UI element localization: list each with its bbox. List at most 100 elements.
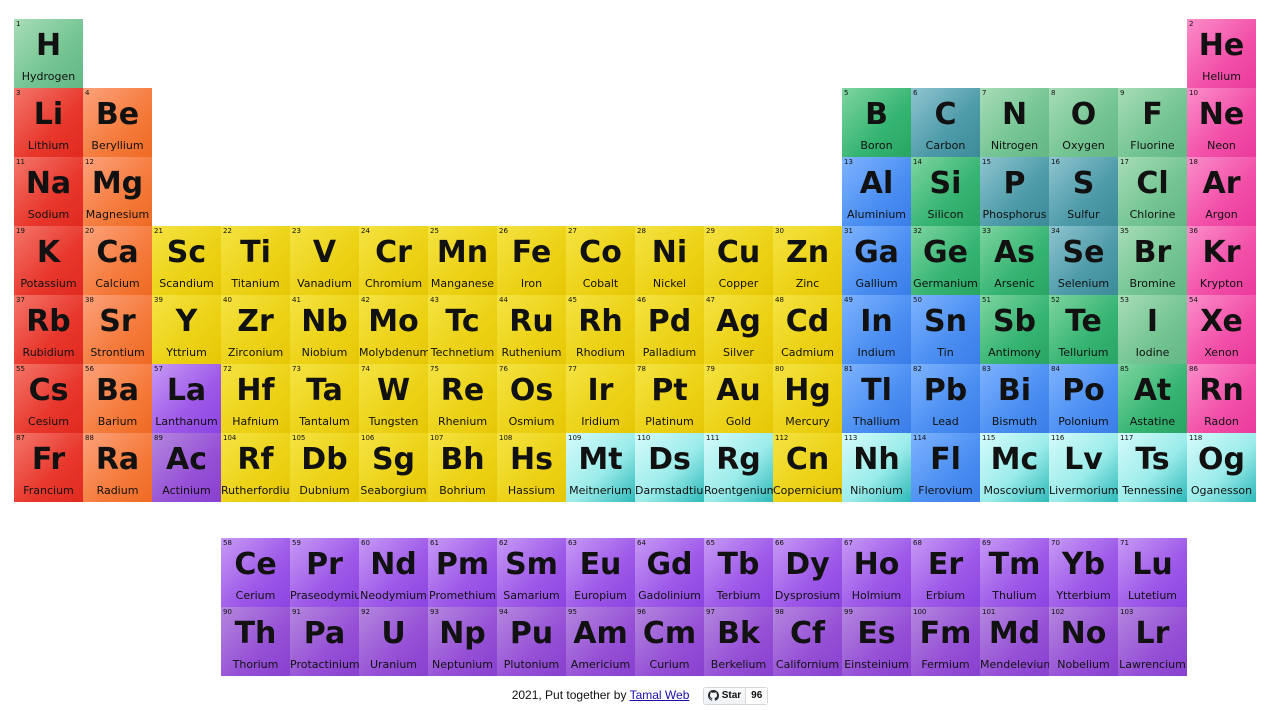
element-meitnerium[interactable]: 109 Mt Meitnerium bbox=[566, 433, 635, 502]
element-titanium[interactable]: 22 Ti Titanium bbox=[221, 226, 290, 295]
element-uranium[interactable]: 92 U Uranium bbox=[359, 607, 428, 676]
element-livermorium[interactable]: 116 Lv Livermorium bbox=[1049, 433, 1118, 502]
element-tellurium[interactable]: 52 Te Tellurium bbox=[1049, 295, 1118, 364]
element-plutonium[interactable]: 94 Pu Plutonium bbox=[497, 607, 566, 676]
github-star-button[interactable]: Star 96 bbox=[702, 686, 769, 705]
element-potassium[interactable]: 19 K Potassium bbox=[14, 226, 83, 295]
element-cadmium[interactable]: 48 Cd Cadmium bbox=[773, 295, 842, 364]
element-dubnium[interactable]: 105 Db Dubnium bbox=[290, 433, 359, 502]
element-iodine[interactable]: 53 I Iodine bbox=[1118, 295, 1187, 364]
element-scandium[interactable]: 21 Sc Scandium bbox=[152, 226, 221, 295]
element-astatine[interactable]: 85 At Astatine bbox=[1118, 364, 1187, 433]
element-manganese[interactable]: 25 Mn Manganese bbox=[428, 226, 497, 295]
element-ytterbium[interactable]: 70 Yb Ytterbium bbox=[1049, 538, 1118, 607]
element-hydrogen[interactable]: 1 H Hydrogen bbox=[14, 19, 83, 88]
element-gallium[interactable]: 31 Ga Gallium bbox=[842, 226, 911, 295]
element-flerovium[interactable]: 114 Fl Flerovium bbox=[911, 433, 980, 502]
element-gadolinium[interactable]: 64 Gd Gadolinium bbox=[635, 538, 704, 607]
element-berkelium[interactable]: 97 Bk Berkelium bbox=[704, 607, 773, 676]
element-zinc[interactable]: 30 Zn Zinc bbox=[773, 226, 842, 295]
element-yttrium[interactable]: 39 Y Yttrium bbox=[152, 295, 221, 364]
element-iridium[interactable]: 77 Ir Iridium bbox=[566, 364, 635, 433]
element-polonium[interactable]: 84 Po Polonium bbox=[1049, 364, 1118, 433]
element-arsenic[interactable]: 33 As Arsenic bbox=[980, 226, 1049, 295]
element-lanthanum[interactable]: 57 La Lanthanum bbox=[152, 364, 221, 433]
element-nitrogen[interactable]: 7 N Nitrogen bbox=[980, 88, 1049, 157]
element-curium[interactable]: 96 Cm Curium bbox=[635, 607, 704, 676]
element-tennessine[interactable]: 117 Ts Tennessine bbox=[1118, 433, 1187, 502]
element-sodium[interactable]: 11 Na Sodium bbox=[14, 157, 83, 226]
element-bismuth[interactable]: 83 Bi Bismuth bbox=[980, 364, 1049, 433]
element-tungsten[interactable]: 74 W Tungsten bbox=[359, 364, 428, 433]
element-bromine[interactable]: 35 Br Bromine bbox=[1118, 226, 1187, 295]
element-einsteinium[interactable]: 99 Es Einsteinium bbox=[842, 607, 911, 676]
element-thorium[interactable]: 90 Th Thorium bbox=[221, 607, 290, 676]
element-barium[interactable]: 56 Ba Barium bbox=[83, 364, 152, 433]
element-copper[interactable]: 29 Cu Copper bbox=[704, 226, 773, 295]
element-thallium[interactable]: 81 Tl Thallium bbox=[842, 364, 911, 433]
element-boron[interactable]: 5 B Boron bbox=[842, 88, 911, 157]
element-praseodymium[interactable]: 59 Pr Praseodymium bbox=[290, 538, 359, 607]
element-magnesium[interactable]: 12 Mg Magnesium bbox=[83, 157, 152, 226]
element-carbon[interactable]: 6 C Carbon bbox=[911, 88, 980, 157]
element-fermium[interactable]: 100 Fm Fermium bbox=[911, 607, 980, 676]
element-phosphorus[interactable]: 15 P Phosphorus bbox=[980, 157, 1049, 226]
element-sulfur[interactable]: 16 S Sulfur bbox=[1049, 157, 1118, 226]
element-nobelium[interactable]: 102 No Nobelium bbox=[1049, 607, 1118, 676]
element-nickel[interactable]: 28 Ni Nickel bbox=[635, 226, 704, 295]
element-seaborgium[interactable]: 106 Sg Seaborgium bbox=[359, 433, 428, 502]
github-star-count[interactable]: 96 bbox=[746, 687, 768, 704]
element-rhodium[interactable]: 45 Rh Rhodium bbox=[566, 295, 635, 364]
element-hafnium[interactable]: 72 Hf Hafnium bbox=[221, 364, 290, 433]
element-roentgenium[interactable]: 111 Rg Roentgenium bbox=[704, 433, 773, 502]
element-iron[interactable]: 26 Fe Iron bbox=[497, 226, 566, 295]
element-holmium[interactable]: 67 Ho Holmium bbox=[842, 538, 911, 607]
element-thulium[interactable]: 69 Tm Thulium bbox=[980, 538, 1049, 607]
element-americium[interactable]: 95 Am Americium bbox=[566, 607, 635, 676]
element-protactinium[interactable]: 91 Pa Protactinium bbox=[290, 607, 359, 676]
element-mendelevium[interactable]: 101 Md Mendelevium bbox=[980, 607, 1049, 676]
element-dysprosium[interactable]: 66 Dy Dysprosium bbox=[773, 538, 842, 607]
element-bohrium[interactable]: 107 Bh Bohrium bbox=[428, 433, 497, 502]
element-lead[interactable]: 82 Pb Lead bbox=[911, 364, 980, 433]
element-oxygen[interactable]: 8 O Oxygen bbox=[1049, 88, 1118, 157]
element-antimony[interactable]: 51 Sb Antimony bbox=[980, 295, 1049, 364]
element-californium[interactable]: 98 Cf Californium bbox=[773, 607, 842, 676]
element-francium[interactable]: 87 Fr Francium bbox=[14, 433, 83, 502]
element-promethium[interactable]: 61 Pm Promethium bbox=[428, 538, 497, 607]
element-oganesson[interactable]: 118 Og Oganesson bbox=[1187, 433, 1256, 502]
element-silver[interactable]: 47 Ag Silver bbox=[704, 295, 773, 364]
element-silicon[interactable]: 14 Si Silicon bbox=[911, 157, 980, 226]
element-fluorine[interactable]: 9 F Fluorine bbox=[1118, 88, 1187, 157]
element-cesium[interactable]: 55 Cs Cesium bbox=[14, 364, 83, 433]
element-terbium[interactable]: 65 Tb Terbium bbox=[704, 538, 773, 607]
element-tantalum[interactable]: 73 Ta Tantalum bbox=[290, 364, 359, 433]
element-chlorine[interactable]: 17 Cl Chlorine bbox=[1118, 157, 1187, 226]
element-tin[interactable]: 50 Sn Tin bbox=[911, 295, 980, 364]
element-lutetium[interactable]: 71 Lu Lutetium bbox=[1118, 538, 1187, 607]
element-vanadium[interactable]: 23 V Vanadium bbox=[290, 226, 359, 295]
element-cobalt[interactable]: 27 Co Cobalt bbox=[566, 226, 635, 295]
element-ruthenium[interactable]: 44 Ru Ruthenium bbox=[497, 295, 566, 364]
element-osmium[interactable]: 76 Os Osmium bbox=[497, 364, 566, 433]
element-gold[interactable]: 79 Au Gold bbox=[704, 364, 773, 433]
element-rhenium[interactable]: 75 Re Rhenium bbox=[428, 364, 497, 433]
element-strontium[interactable]: 38 Sr Strontium bbox=[83, 295, 152, 364]
element-zirconium[interactable]: 40 Zr Zirconium bbox=[221, 295, 290, 364]
element-lawrencium[interactable]: 103 Lr Lawrencium bbox=[1118, 607, 1187, 676]
element-krypton[interactable]: 36 Kr Krypton bbox=[1187, 226, 1256, 295]
element-hassium[interactable]: 108 Hs Hassium bbox=[497, 433, 566, 502]
element-chromium[interactable]: 24 Cr Chromium bbox=[359, 226, 428, 295]
element-niobium[interactable]: 41 Nb Niobium bbox=[290, 295, 359, 364]
element-radon[interactable]: 86 Rn Radon bbox=[1187, 364, 1256, 433]
element-neodymium[interactable]: 60 Nd Neodymium bbox=[359, 538, 428, 607]
element-samarium[interactable]: 62 Sm Samarium bbox=[497, 538, 566, 607]
element-argon[interactable]: 18 Ar Argon bbox=[1187, 157, 1256, 226]
element-beryllium[interactable]: 4 Be Beryllium bbox=[83, 88, 152, 157]
element-palladium[interactable]: 46 Pd Palladium bbox=[635, 295, 704, 364]
element-actinium[interactable]: 89 Ac Actinium bbox=[152, 433, 221, 502]
element-xenon[interactable]: 54 Xe Xenon bbox=[1187, 295, 1256, 364]
element-calcium[interactable]: 20 Ca Calcium bbox=[83, 226, 152, 295]
